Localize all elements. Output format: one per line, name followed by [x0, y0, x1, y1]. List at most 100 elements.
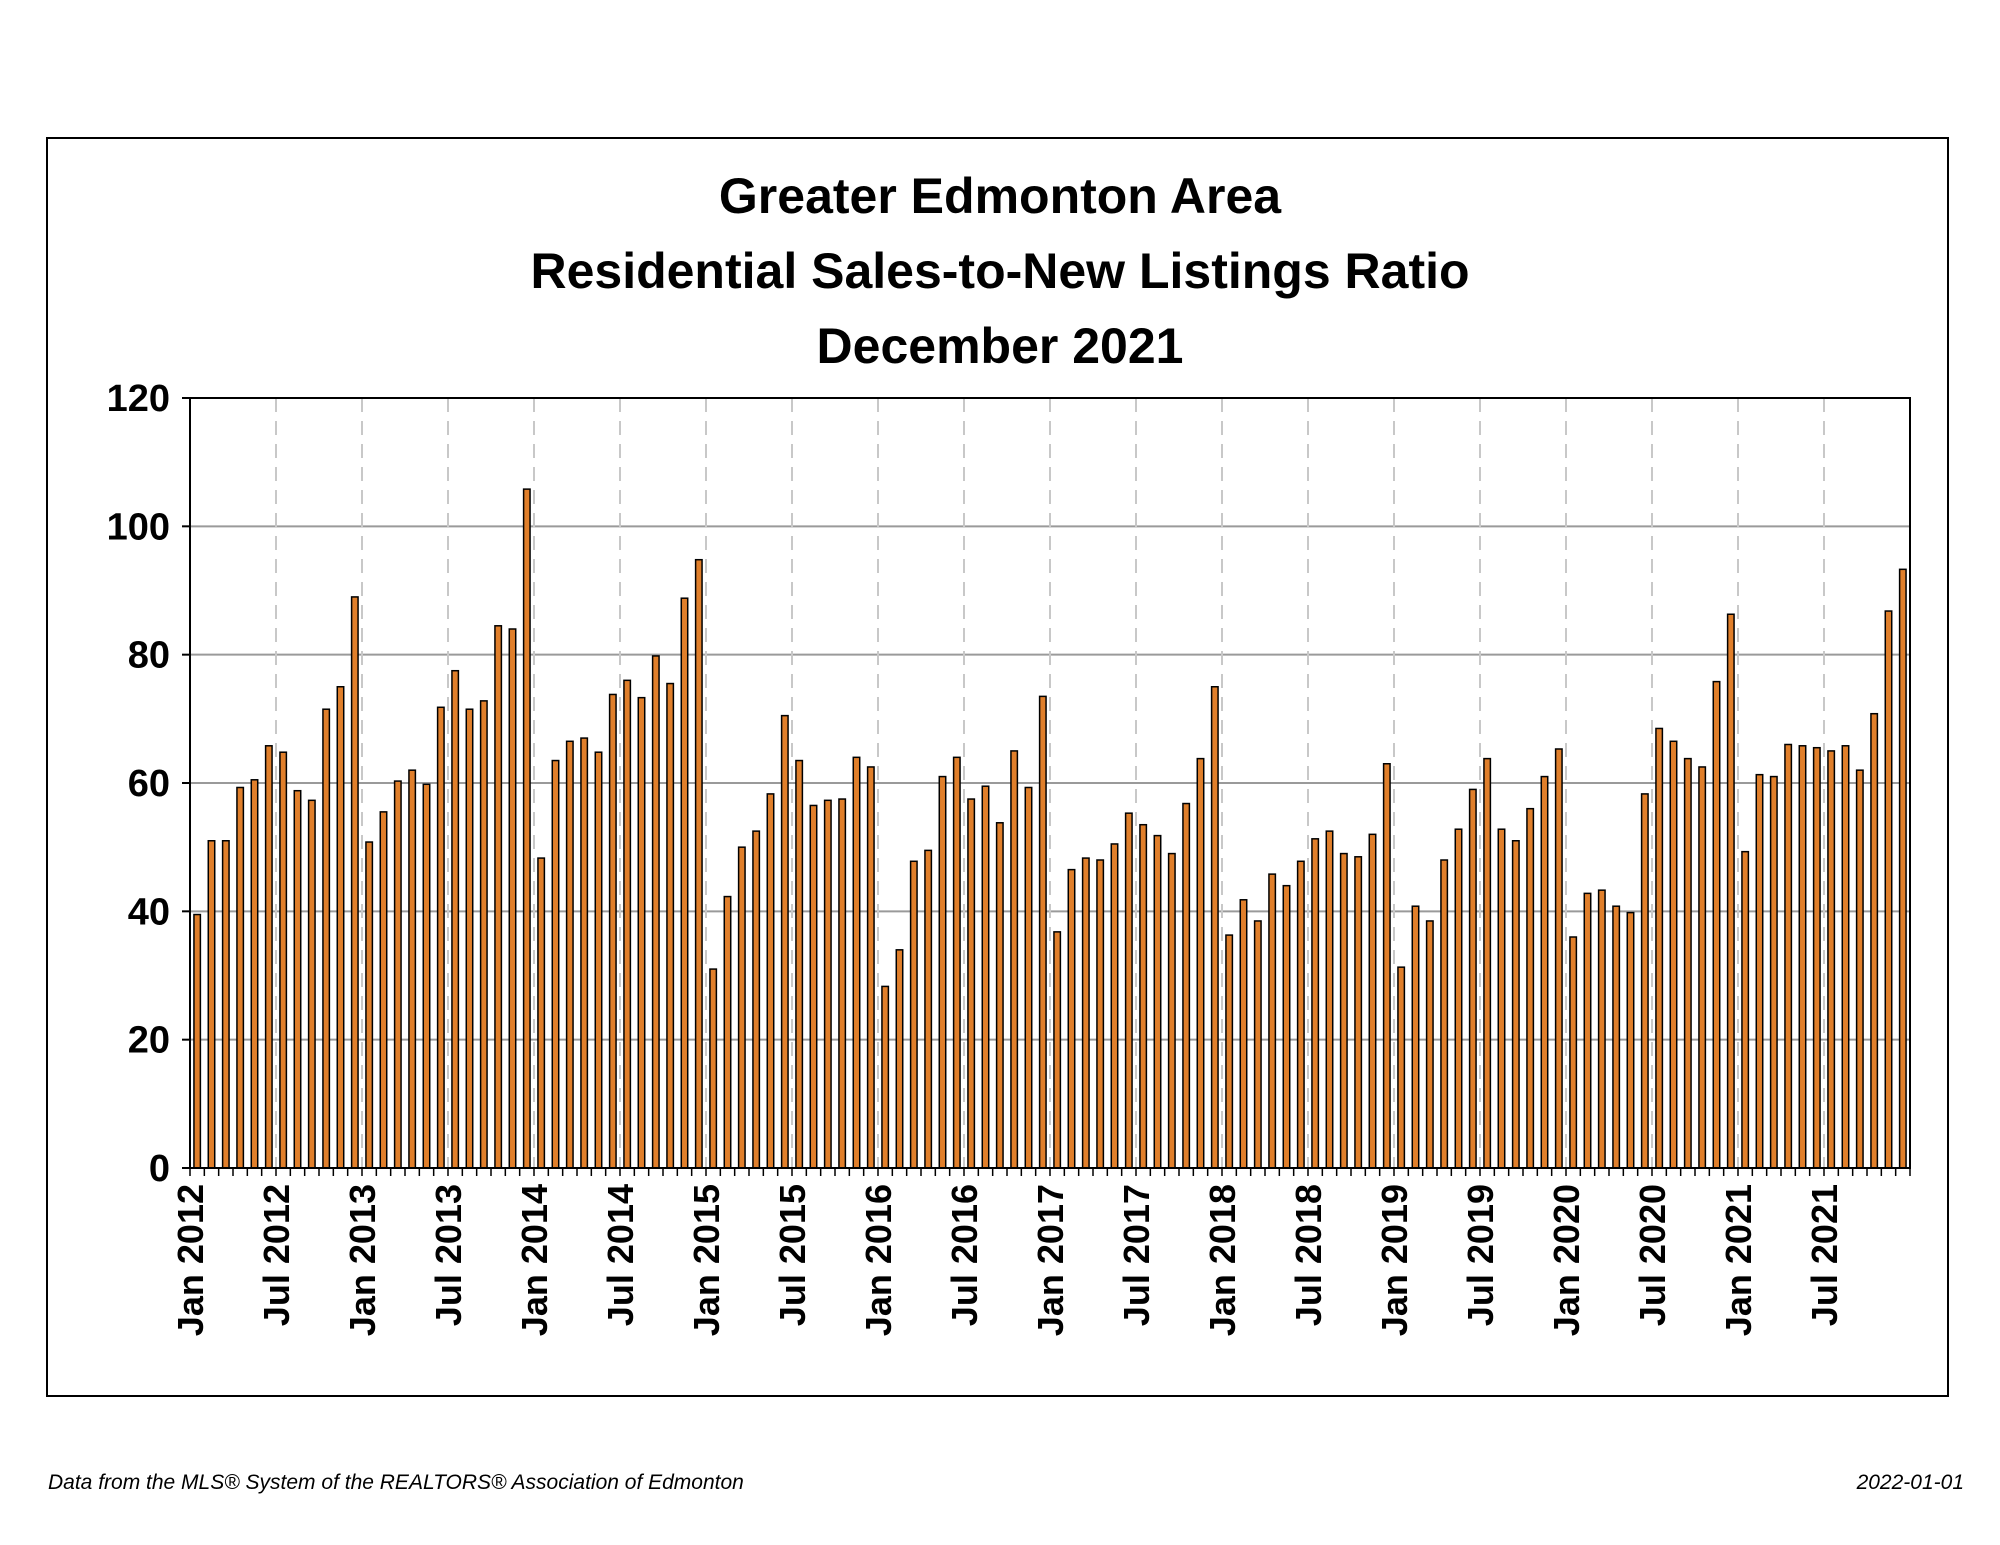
- bar-62: [1081, 857, 1090, 1169]
- bar-1: [207, 840, 216, 1169]
- x-tick-label: Jan 2021: [1718, 1184, 1759, 1336]
- bar-61: [1067, 868, 1076, 1169]
- bar-113: [1812, 746, 1821, 1169]
- x-tick-label: Jan 2018: [1202, 1184, 1243, 1336]
- footer-source: Data from the MLS® System of the REALTOR…: [48, 1471, 744, 1494]
- bar-109: [1755, 773, 1764, 1169]
- bar-6: [279, 751, 288, 1169]
- bar-106: [1712, 680, 1721, 1169]
- bar-54: [967, 798, 976, 1169]
- bar-34: [680, 597, 689, 1169]
- bar-23: [522, 488, 531, 1169]
- y-tick-label: 0: [149, 1148, 170, 1190]
- bar-35: [694, 558, 703, 1169]
- bar-97: [1583, 892, 1592, 1169]
- bar-96: [1569, 936, 1578, 1169]
- bar-95: [1554, 748, 1563, 1169]
- bar-20: [479, 700, 488, 1169]
- bar-10: [336, 686, 345, 1169]
- bar-48: [881, 985, 890, 1169]
- bar-0: [193, 913, 202, 1169]
- bar-11: [350, 596, 359, 1169]
- bar-24: [537, 857, 546, 1169]
- bar-68: [1167, 852, 1176, 1169]
- bar-69: [1182, 802, 1191, 1169]
- x-tick-label: Jul 2012: [256, 1184, 297, 1326]
- bar-28: [594, 751, 603, 1169]
- bar-15: [408, 769, 417, 1169]
- y-tick-label: 60: [128, 763, 170, 805]
- bar-43: [809, 804, 818, 1169]
- x-tick-label: Jul 2017: [1116, 1184, 1157, 1326]
- bar-100: [1626, 911, 1635, 1169]
- y-tick-label: 20: [128, 1020, 170, 1062]
- x-tick-label: Jul 2019: [1460, 1184, 1501, 1326]
- bar-72: [1225, 934, 1234, 1169]
- bar-76: [1282, 884, 1291, 1169]
- bar-56: [995, 822, 1004, 1169]
- bar-17: [436, 706, 445, 1169]
- y-tick-label: 80: [128, 635, 170, 677]
- bar-7: [293, 789, 302, 1169]
- y-tick-label: 100: [107, 506, 170, 548]
- bar-25: [551, 759, 560, 1169]
- bar-91: [1497, 828, 1506, 1169]
- bar-64: [1110, 843, 1119, 1169]
- bar-57: [1010, 750, 1019, 1169]
- bar-55: [981, 785, 990, 1169]
- bar-70: [1196, 757, 1205, 1169]
- x-tick-label: Jul 2018: [1288, 1184, 1329, 1326]
- bar-65: [1124, 812, 1133, 1169]
- bar-116: [1855, 769, 1864, 1169]
- bar-27: [580, 737, 589, 1169]
- bar-89: [1468, 788, 1477, 1169]
- bar-21: [494, 625, 503, 1169]
- bar-75: [1268, 873, 1277, 1169]
- x-tick-label: Jan 2014: [514, 1184, 555, 1336]
- y-axis: 0 20 40 60 80 100 120: [107, 378, 190, 1190]
- bar-119: [1898, 568, 1907, 1169]
- x-tick-label: Jan 2012: [170, 1184, 211, 1336]
- bar-36: [709, 968, 718, 1169]
- bar-102: [1655, 727, 1664, 1169]
- bar-12: [365, 841, 374, 1169]
- x-tick-label: Jul 2015: [772, 1184, 813, 1326]
- bar-52: [938, 775, 947, 1169]
- x-tick-label: Jan 2013: [342, 1184, 383, 1336]
- bar-49: [895, 949, 904, 1169]
- x-tick-label: Jan 2020: [1546, 1184, 1587, 1336]
- bar-45: [838, 798, 847, 1169]
- bar-104: [1683, 757, 1692, 1169]
- chart-title-line-3: December 2021: [817, 318, 1184, 374]
- bar-37: [723, 895, 732, 1169]
- bar-40: [766, 793, 775, 1169]
- chart-title: Greater Edmonton Area Residential Sales-t…: [530, 168, 1469, 374]
- bar-74: [1253, 920, 1262, 1169]
- y-tick-label: 120: [107, 378, 170, 420]
- bar-77: [1296, 860, 1305, 1169]
- bar-98: [1597, 889, 1606, 1169]
- x-tick-label: Jul 2014: [600, 1184, 641, 1326]
- bar-58: [1024, 786, 1033, 1169]
- bar-32: [651, 655, 660, 1169]
- bar-101: [1640, 793, 1649, 1169]
- bar-66: [1139, 823, 1148, 1169]
- bar-73: [1239, 899, 1248, 1169]
- x-tick-label: Jul 2016: [944, 1184, 985, 1326]
- bar-60: [1053, 931, 1062, 1169]
- bar-16: [422, 783, 431, 1169]
- bar-81: [1354, 856, 1363, 1169]
- bar-13: [379, 811, 388, 1169]
- x-axis: Jan 2012 Jul 2012 Jan 2013 Jul 2013 Jan 2014…: [170, 1168, 1911, 1336]
- bar-108: [1741, 850, 1750, 1169]
- bar-50: [909, 860, 918, 1169]
- bar-85: [1411, 905, 1420, 1169]
- bar-44: [823, 799, 832, 1169]
- bar-99: [1612, 905, 1621, 1169]
- bar-63: [1096, 859, 1105, 1169]
- bar-38: [737, 846, 746, 1169]
- chart-title-line-1: Greater Edmonton Area: [719, 168, 1282, 224]
- bar-59: [1038, 695, 1047, 1169]
- x-tick-label: Jan 2019: [1374, 1184, 1415, 1336]
- bar-9: [322, 708, 331, 1169]
